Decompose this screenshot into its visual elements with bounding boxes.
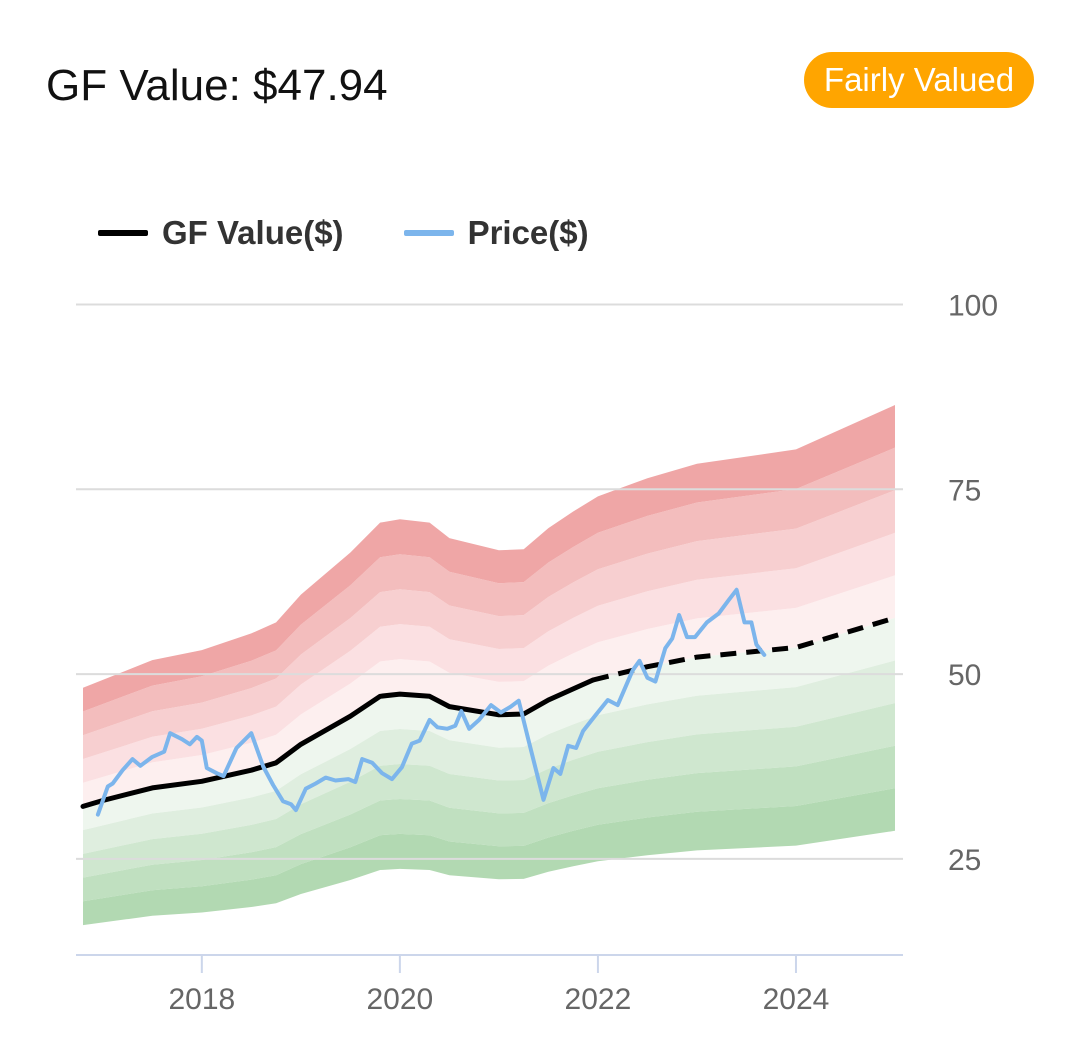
overvalued-band-1: [83, 575, 895, 807]
legend-swatch-price: [403, 230, 454, 236]
x-tick-label-2024: 2024: [763, 983, 830, 1016]
y-tick-label-25: 25: [948, 844, 981, 877]
undervalued-band-3: [83, 703, 895, 878]
chart-grid: [76, 303, 903, 860]
overvalued-band-2: [83, 532, 895, 783]
legend-label-price: Price($): [467, 214, 589, 251]
chart-axes: 25 50 75 100 2018 2020 2022 2024: [76, 290, 998, 1016]
legend-item-price[interactable]: Price($): [403, 214, 589, 252]
legend-item-gf-value[interactable]: GF Value($): [98, 214, 344, 252]
y-tick-label-50: 50: [948, 659, 981, 692]
legend-label-gf-value: GF Value($): [162, 214, 344, 251]
y-tick-label-75: 75: [948, 474, 981, 507]
x-tick-label-2018: 2018: [168, 983, 235, 1016]
undervalued-band-1: [83, 617, 895, 831]
undervalued-band-5: [83, 788, 895, 926]
overvalued-band-3: [83, 490, 895, 759]
y-tick-label-100: 100: [948, 290, 998, 323]
undervalued-band-4: [83, 745, 895, 902]
overvalued-band-5: [83, 405, 895, 712]
x-tick-label-2022: 2022: [565, 983, 632, 1016]
overvalued-band-4: [83, 447, 895, 736]
gf-value-projection-line: [592, 615, 896, 683]
gf-value-line: [80, 677, 596, 809]
legend-swatch-gf-value: [98, 230, 148, 236]
valuation-status-badge: Fairly Valued: [804, 52, 1034, 108]
chart-series: [80, 587, 896, 817]
x-tick-label-2020: 2020: [367, 983, 434, 1016]
chart-legend: GF Value($) Price($): [98, 208, 649, 258]
undervalued-band-2: [83, 660, 895, 854]
valuation-bands: [83, 405, 895, 926]
page-title: GF Value: $47.94: [46, 61, 388, 110]
price-line: [95, 587, 767, 817]
